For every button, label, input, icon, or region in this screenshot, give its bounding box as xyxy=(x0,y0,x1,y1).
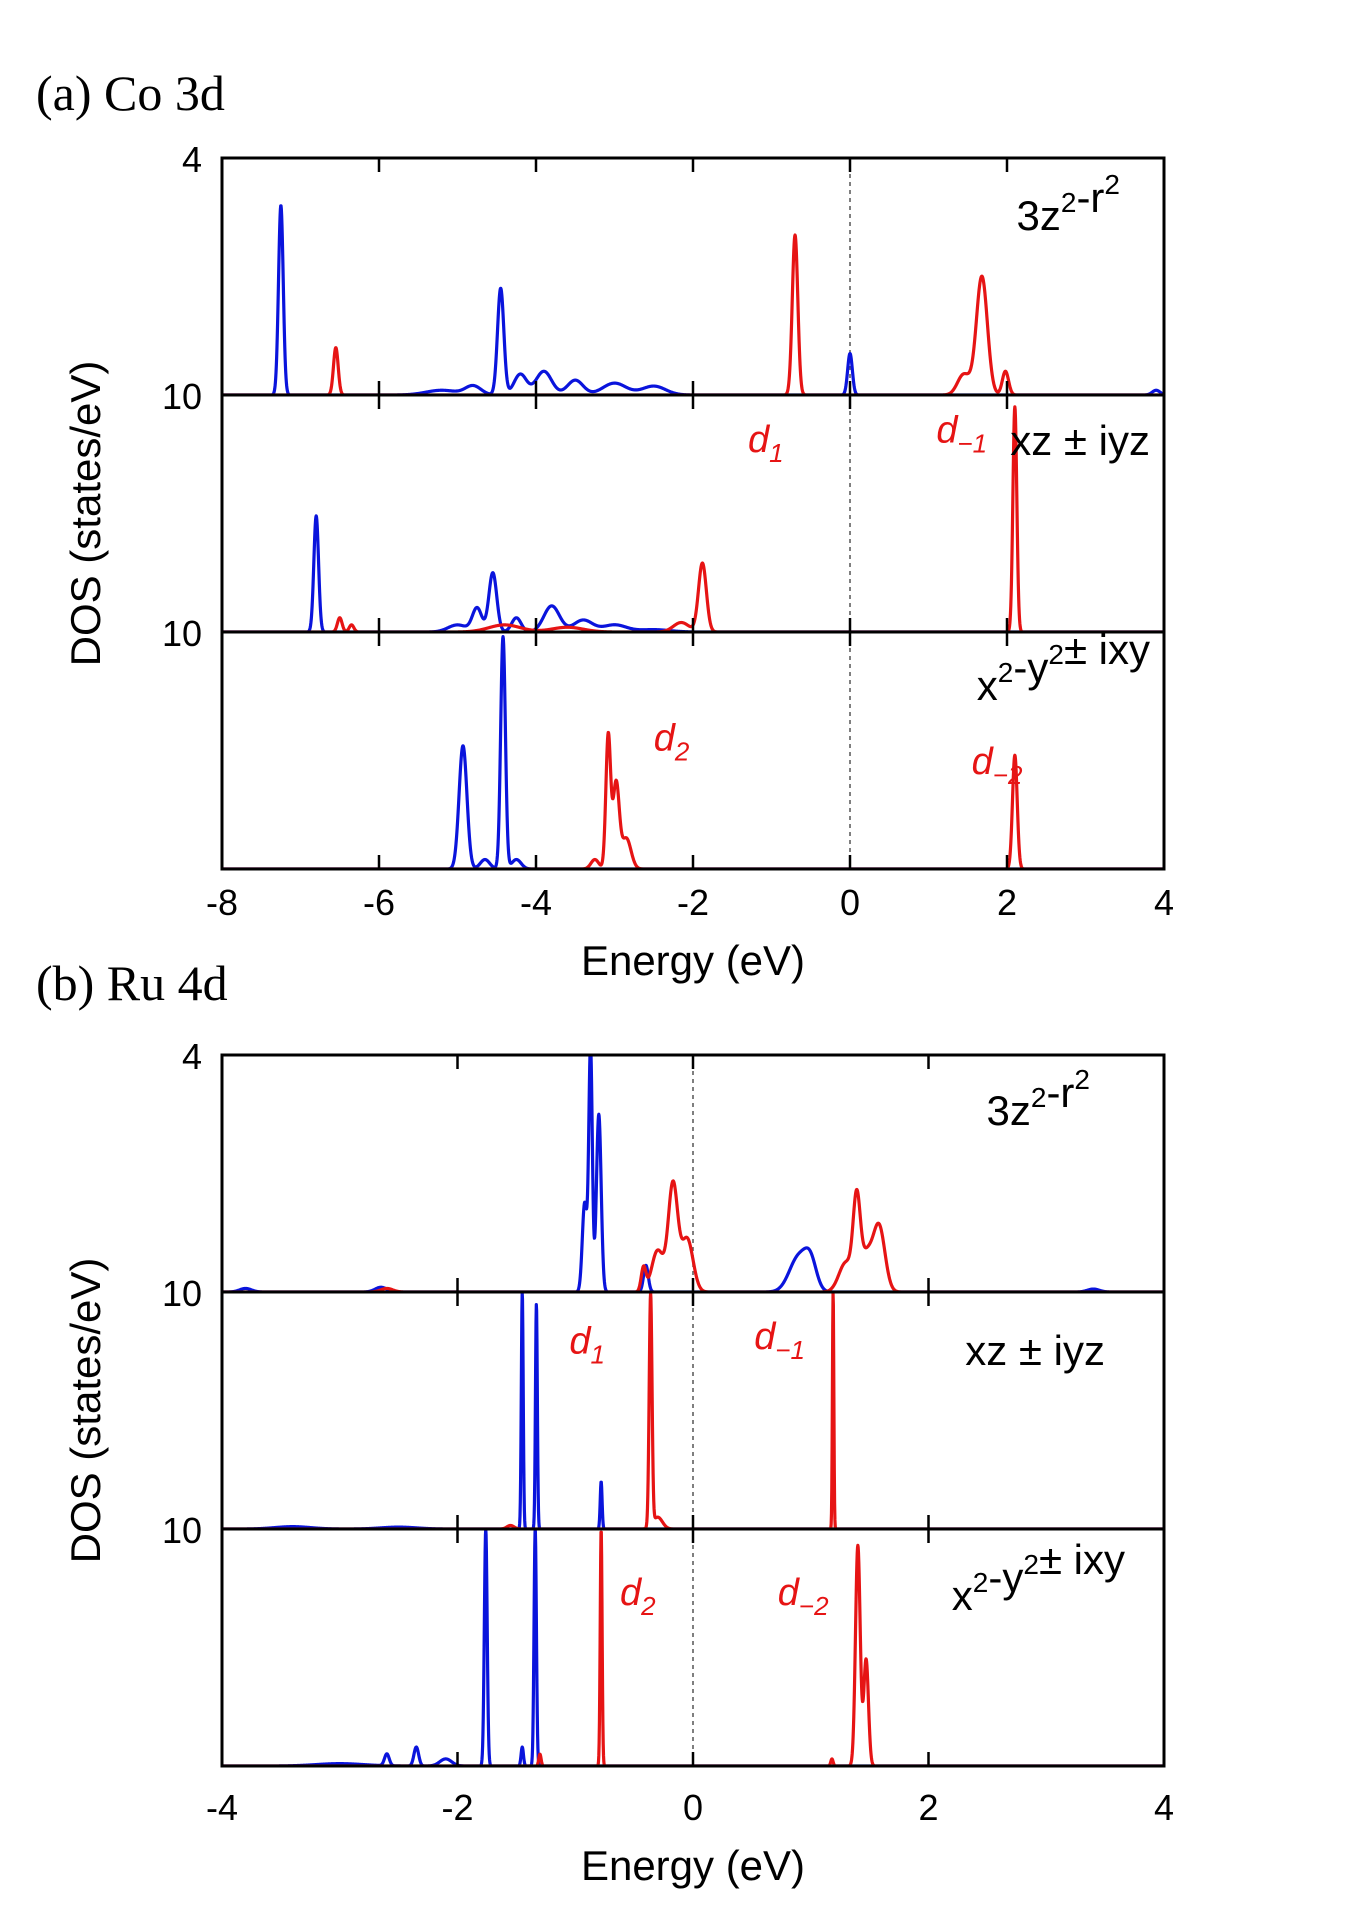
x-tick-label: -2 xyxy=(677,882,709,923)
y-axis-label: DOS (states/eV) xyxy=(62,361,109,667)
subpanel-0: 4 3z2-r2 xyxy=(182,139,1166,397)
x-axis-label: Energy (eV) xyxy=(581,937,805,984)
orbital-label: xz ± iyz xyxy=(1010,417,1150,464)
x-tick-label: -2 xyxy=(441,1787,473,1828)
x-tick-label: 4 xyxy=(1154,1787,1174,1828)
dos-curve-spin-up xyxy=(222,233,1164,395)
dos-curve-spin-down xyxy=(222,1055,1164,1292)
subpanel-1: 10 xz ± iyz d1 d−1 xyxy=(162,1273,1166,1531)
x-tick-label: -4 xyxy=(206,1787,238,1828)
orbital-annotation: d1 xyxy=(569,1321,605,1370)
orbital-annotation: d2 xyxy=(654,718,690,767)
y-tick-label: 4 xyxy=(182,1036,202,1077)
x-tick-label: 2 xyxy=(918,1787,938,1828)
orbital-label: x2-y2± ixy xyxy=(952,1536,1125,1619)
dos-curve-spin-down xyxy=(222,514,1164,632)
x-tick-label: -4 xyxy=(520,882,552,923)
orbital-annotation: d2 xyxy=(620,1572,656,1621)
orbital-label: x2-y2± ixy xyxy=(977,626,1150,709)
subpanel-0: 4 3z2-r2 xyxy=(182,1036,1166,1294)
y-tick-label: 10 xyxy=(162,613,202,654)
x-tick-label: -8 xyxy=(206,882,238,923)
subpanel-1: 10 xz ± iyz d1 d−1 xyxy=(162,376,1166,634)
chart-panel-b: (b) Ru 4d DOS (states/eV) 4 3z2-r2 10 xz ± iy… xyxy=(36,955,1174,1889)
orbital-annotation: d−2 xyxy=(972,741,1023,790)
x-axis-label: Energy (eV) xyxy=(581,1842,805,1889)
y-tick-label: 10 xyxy=(162,1273,202,1314)
subpanel-2: 10 x2-y2± ixy d2 d−2 xyxy=(162,1510,1166,1768)
y-tick-label: 10 xyxy=(162,1510,202,1551)
orbital-annotation: d1 xyxy=(748,419,784,468)
orbital-label: 3z2-r2 xyxy=(1017,169,1121,239)
x-tick-label: 4 xyxy=(1154,882,1174,923)
y-axis-label: DOS (states/eV) xyxy=(62,1258,109,1564)
x-tick-label: 0 xyxy=(683,1787,703,1828)
y-tick-label: 4 xyxy=(182,139,202,180)
subpanel-2: 10 x2-y2± ixy d2 d−2 xyxy=(162,613,1166,871)
x-tick-label: 0 xyxy=(840,882,860,923)
orbital-annotation: d−1 xyxy=(936,409,987,458)
orbital-label: 3z2-r2 xyxy=(987,1064,1091,1134)
x-tick-label: 2 xyxy=(997,882,1017,923)
orbital-annotation: d−2 xyxy=(778,1572,829,1621)
x-tick-label: -6 xyxy=(363,882,395,923)
chart-panel-a: (a) Co 3d DOS (states/eV) 4 3z2-r2 10 xz ± iy… xyxy=(36,65,1174,984)
orbital-label: xz ± iyz xyxy=(965,1327,1105,1374)
orbital-annotation: d−1 xyxy=(754,1316,805,1365)
panel-label: (b) Ru 4d xyxy=(36,955,228,1011)
y-tick-label: 10 xyxy=(162,376,202,417)
dos-curve-spin-up xyxy=(222,1179,1164,1292)
panel-label: (a) Co 3d xyxy=(36,65,225,121)
dos-curve-spin-up xyxy=(222,730,1164,869)
